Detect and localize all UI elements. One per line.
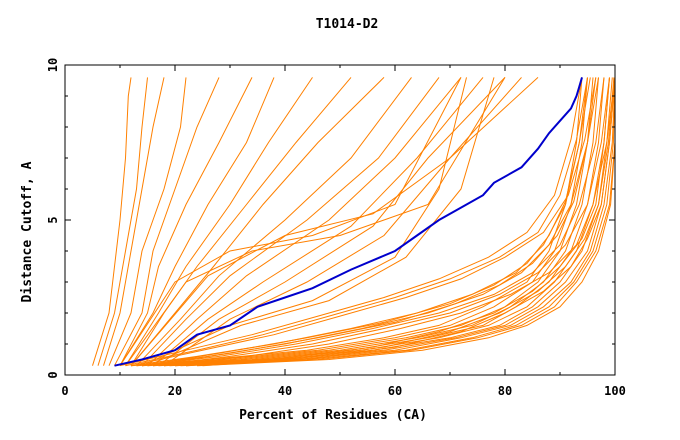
model-line-24 (141, 77, 594, 367)
y-tick-label-10: 10 (46, 58, 60, 72)
model-line-2 (97, 77, 148, 366)
x-tick-label-20: 20 (168, 384, 182, 398)
model-line-23 (136, 77, 588, 367)
model-line-30 (174, 77, 616, 367)
model-line-11 (136, 77, 412, 367)
model-line-3 (103, 77, 165, 366)
model-line-9 (130, 77, 352, 366)
model-line-14 (152, 77, 484, 367)
highlight-layer (114, 77, 583, 367)
model-line-10 (130, 77, 385, 367)
model-line-45 (141, 77, 591, 367)
x-tick-label-80: 80 (498, 384, 512, 398)
model-line-39 (119, 77, 583, 367)
series-layer (92, 77, 616, 367)
model-line-38 (163, 77, 616, 367)
model-line-27 (158, 77, 610, 367)
model-line-32 (185, 77, 616, 367)
x-tick-label-100: 100 (604, 384, 626, 398)
model-line-20 (125, 77, 506, 366)
y-axis-label: Distance Cutoff, A (20, 161, 35, 302)
x-tick-label-60: 60 (388, 384, 402, 398)
model-line-13 (147, 77, 462, 367)
x-tick-label-0: 0 (61, 384, 68, 398)
model-line-43 (185, 77, 615, 367)
model-line-41 (130, 77, 597, 367)
model-line-33 (196, 77, 616, 367)
plot-frame (64, 64, 616, 376)
model-line-36 (141, 77, 605, 367)
tick-layer: 0 20 40 60 80 100 0 5 10 (46, 58, 626, 398)
model-line-40 (125, 77, 588, 367)
x-tick-label-40: 40 (278, 384, 292, 398)
model-line-6 (119, 77, 253, 366)
model-line-16 (163, 77, 522, 367)
model-line-4 (108, 77, 187, 366)
model-line-5 (114, 77, 220, 366)
x-axis-label: Percent of Residues (CA) (239, 408, 427, 423)
model-line-46 (147, 77, 599, 367)
model-line-17 (141, 77, 467, 367)
model-line-21 (130, 77, 539, 367)
highlight-model-line (114, 77, 583, 367)
model-line-7 (119, 77, 275, 366)
model-line-37 (152, 77, 610, 367)
model-line-1 (92, 77, 132, 366)
y-tick-label-0: 0 (46, 371, 60, 378)
model-line-44 (202, 77, 616, 367)
model-line-15 (158, 77, 506, 367)
model-line-18 (147, 77, 495, 367)
model-line-31 (180, 77, 616, 367)
chart-title: T1014-D2 (316, 17, 379, 32)
y-tick-label-5: 5 (46, 216, 60, 223)
model-line-42 (174, 77, 610, 367)
model-line-8 (125, 77, 313, 366)
